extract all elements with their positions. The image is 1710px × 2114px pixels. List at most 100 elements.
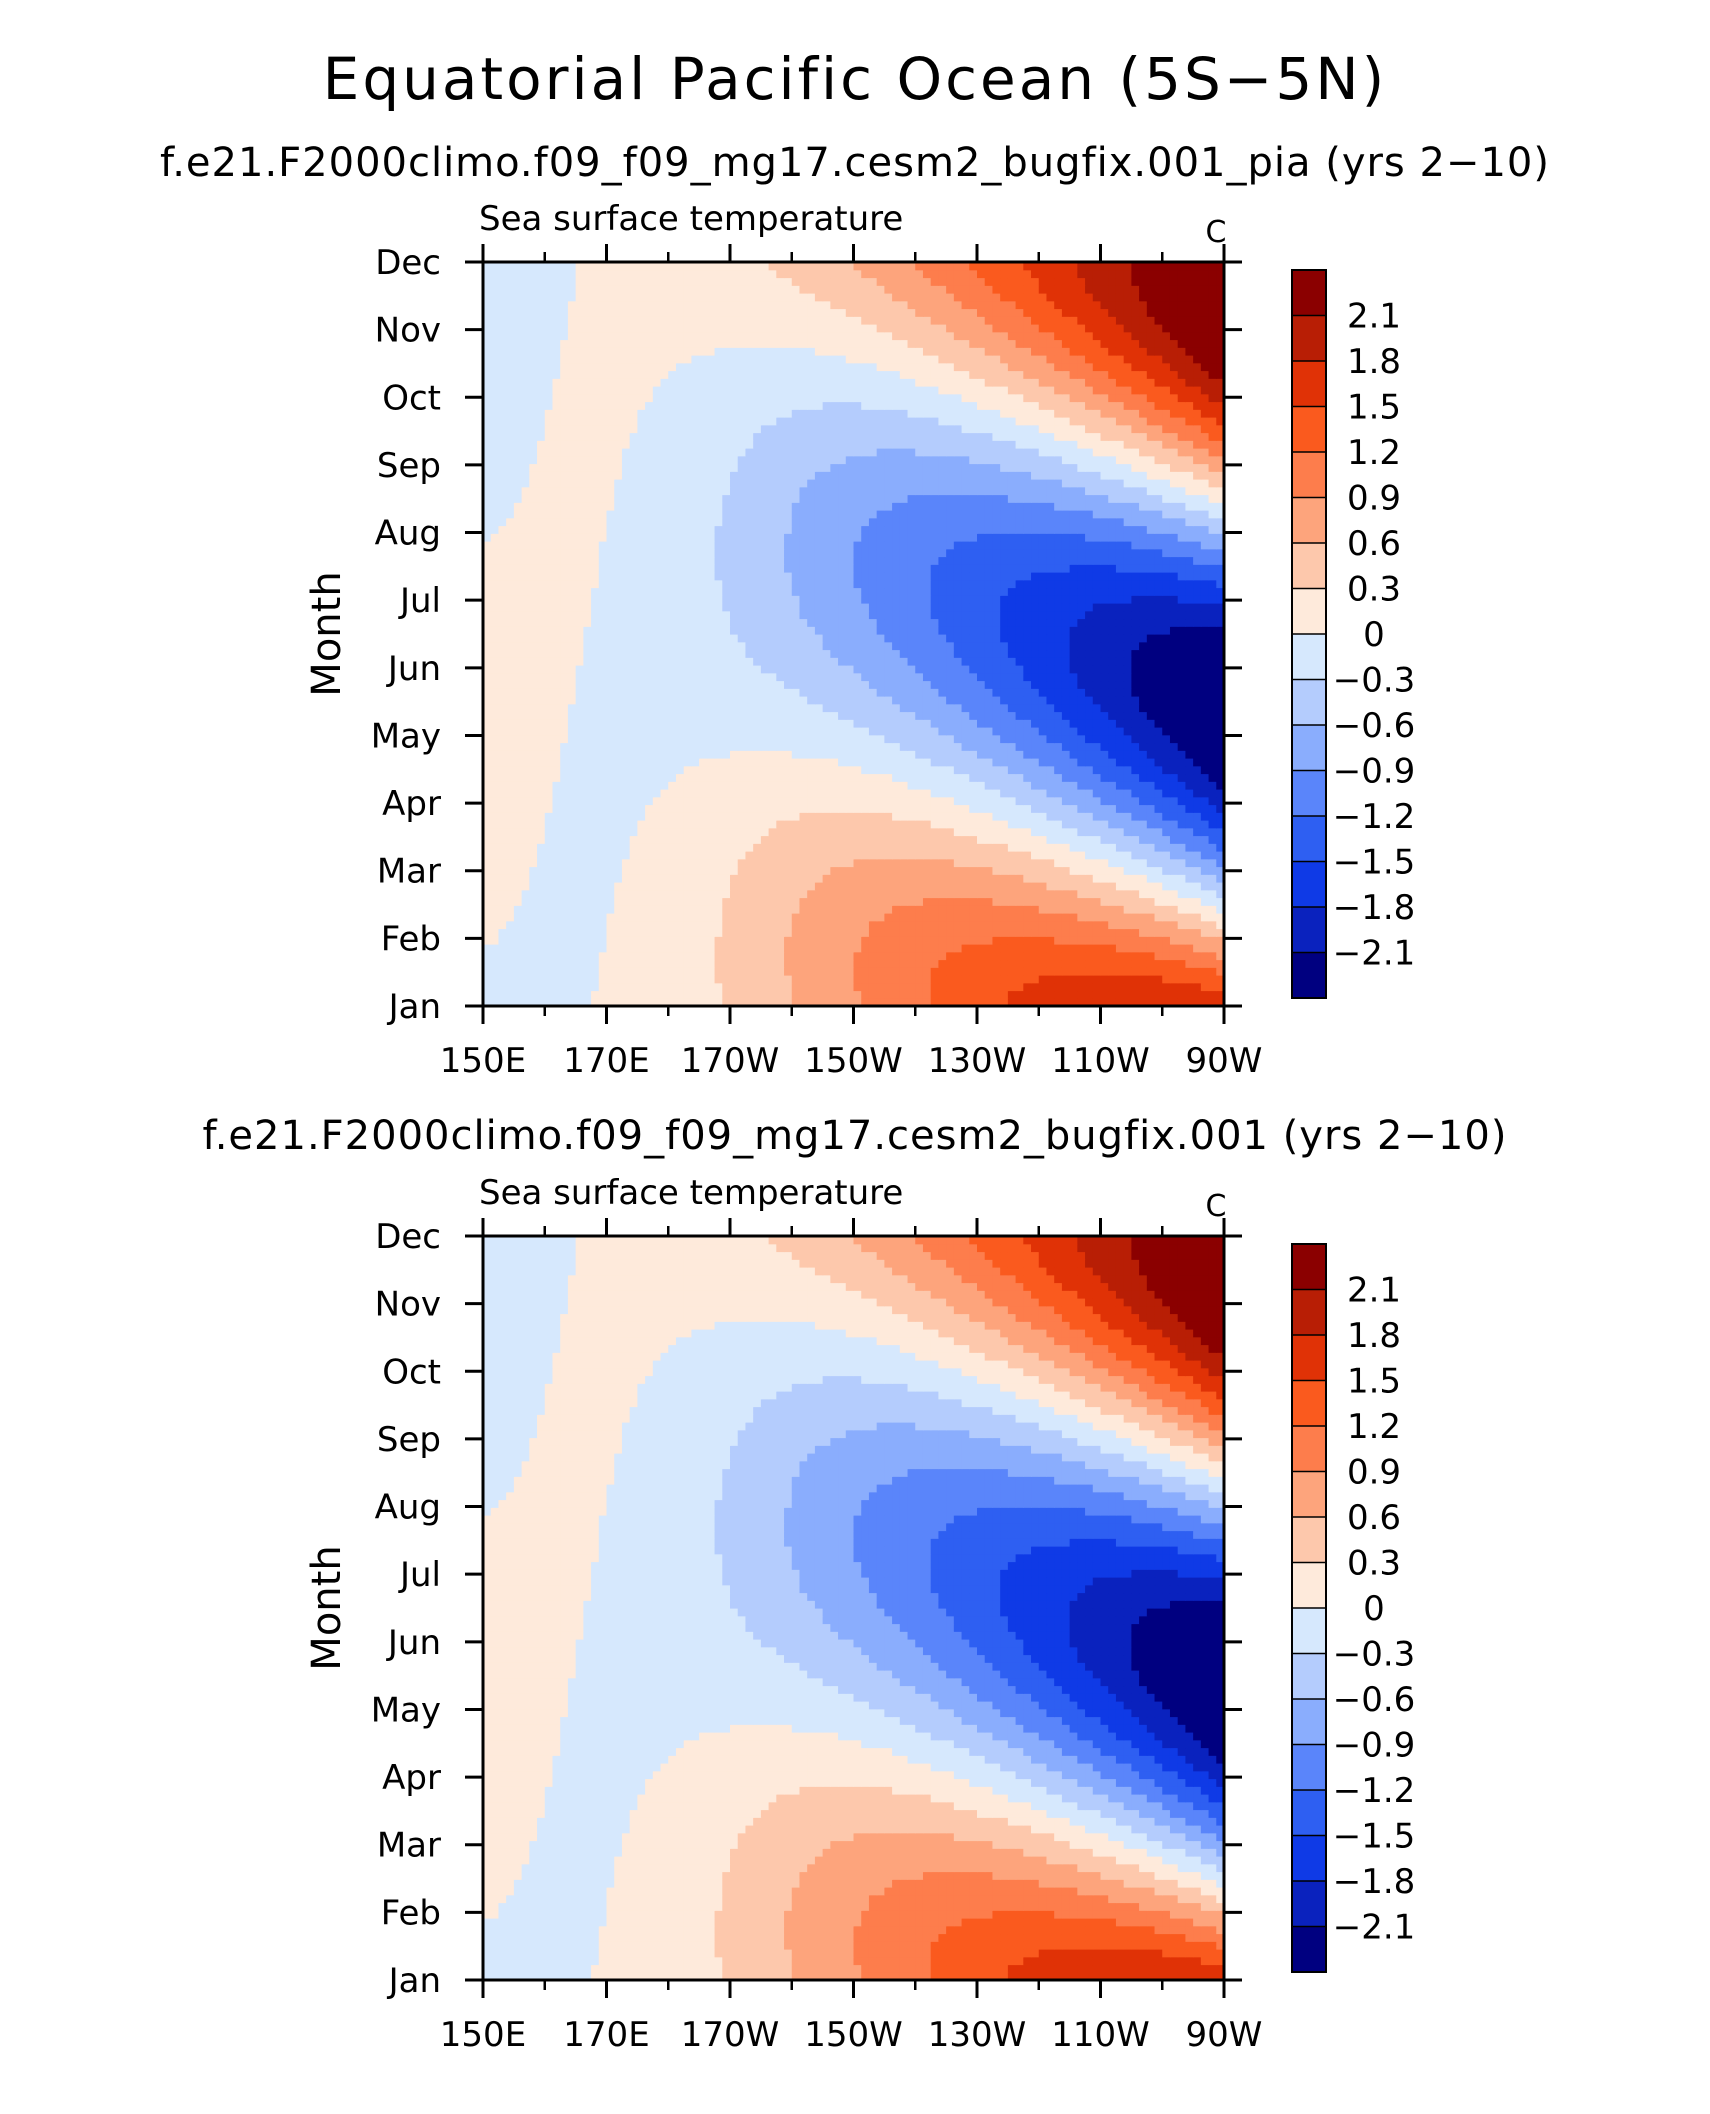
panel-1-field-cell [1154,897,1163,906]
panel-1-field-cell [1131,680,1140,689]
panel-1-field-cell [845,781,855,790]
panel-1-field-cell [683,928,693,937]
panel-1-field-cell [822,967,831,976]
panel-1-field-cell [660,603,669,612]
panel-1-field-cell [977,603,986,612]
panel-1-field-cell [1200,634,1210,643]
panel-1-field-cell [652,812,662,821]
panel-1-field-cell [560,812,569,821]
panel-1-field-cell [1216,975,1225,984]
panel-1-field-cell [1169,820,1179,829]
panel-1-field-cell [853,750,862,759]
panel-1-field-cell [483,618,492,627]
panel-1-field-cell [753,858,762,868]
panel-1-field-cell [753,657,762,666]
panel-1-field-cell [830,812,839,821]
panel-1-field-cell [598,781,608,790]
panel-1-field-cell [822,727,831,736]
panel-1-field-cell [915,928,924,937]
panel-1-field-cell [907,742,916,751]
panel-1-field-cell [552,967,561,976]
panel-1-field-cell [830,851,839,860]
panel-1-field-cell [768,665,777,674]
panel-1-field-cell [1031,866,1040,875]
panel-1-field-cell [637,657,646,666]
panel-1-field-cell [730,967,739,976]
panel-1-field-cell [799,858,808,868]
panel-1-field-cell [907,672,916,682]
panel-1-field-cell [1046,843,1055,852]
panel-1-field-cell [1108,641,1117,651]
panel-1-field-cell [567,835,577,844]
panel-1-field-cell [521,920,530,930]
panel-1-field-cell [683,727,693,736]
panel-1-field-cell [737,727,747,736]
panel-1-field-cell [814,672,824,682]
panel-1-field-cell [583,781,592,790]
panel-1-field-cell [1115,649,1125,658]
panel-1-field-cell [737,874,747,883]
panel-1-field-cell [1123,758,1132,767]
panel-1-field-cell [629,812,638,821]
panel-1-field-cell [1023,897,1032,906]
panel-1-field-cell [899,796,909,806]
panel-1-field-cell [907,765,916,775]
panel-1-field-cell [591,672,600,682]
panel-1-field-cell [529,920,538,930]
panel-1-field-cell [845,882,855,891]
panel-1-field-cell [591,835,600,844]
panel-1-field-cell [706,936,716,945]
panel-1-field-cell [1208,603,1217,612]
panel-1-field-cell [930,727,940,736]
panel-1-field-cell [675,734,685,744]
panel-1-field-cell [567,758,577,767]
panel-1-field-cell [637,703,646,713]
panel-1-field-cell [784,851,793,860]
panel-1-field-cell [1061,944,1071,953]
panel-1-field-cell [591,858,600,868]
panel-1-field-cell [1185,812,1194,821]
panel-1-field-cell [560,703,569,713]
panel-1-field-cell [1046,719,1055,728]
panel-1-field-cell [1162,982,1171,992]
panel-1-field-cell [1131,603,1140,612]
panel-1-field-cell [930,796,940,806]
panel-1-field-cell [706,889,716,899]
panel-1-field-cell [745,951,754,961]
panel-1-field-cell [668,603,677,612]
panel-1-field-cell [521,851,530,860]
panel-1-field-cell [1193,913,1202,922]
panel-1-field-cell [668,913,677,922]
panel-1-field-cell [1007,913,1017,922]
panel-1-field-cell [838,951,847,961]
panel-1-field-cell [699,882,708,891]
panel-1-field-cell [1007,967,1017,976]
panel-1-field-cell [930,936,940,945]
panel-1-field-cell [1046,820,1055,829]
panel-1-field-cell [506,641,515,651]
panel-1-field-cell [861,874,870,883]
panel-1-field-cell [1162,665,1171,674]
panel-1-field-cell [784,944,793,953]
panel-1-field-cell [706,851,716,860]
panel-1-field-cell [1046,967,1055,976]
panel-1-field-cell [768,603,777,612]
panel-1-field-cell [598,882,608,891]
panel-1-field-cell [915,905,924,914]
panel-1-field-cell [814,936,824,945]
panel-1-field-cell [868,727,878,736]
panel-1-field-cell [1054,796,1063,806]
panel-1-field-cell [1185,758,1194,767]
panel-1-field-cell [1146,789,1156,798]
panel-1-field-cell [645,634,654,643]
panel-1-field-cell [1007,610,1017,620]
panel-1-field-cell [822,750,831,759]
panel-1-field-cell [1015,727,1024,736]
panel-1-field-cell [992,959,1001,968]
panel-1-field-cell [714,610,723,620]
panel-1-field-cell [907,634,916,643]
panel-1-field-cell [1146,951,1156,961]
panel-1-field-cell [591,603,600,612]
panel-1-field-cell [714,998,723,1007]
panel-1-field-cell [1038,758,1048,767]
